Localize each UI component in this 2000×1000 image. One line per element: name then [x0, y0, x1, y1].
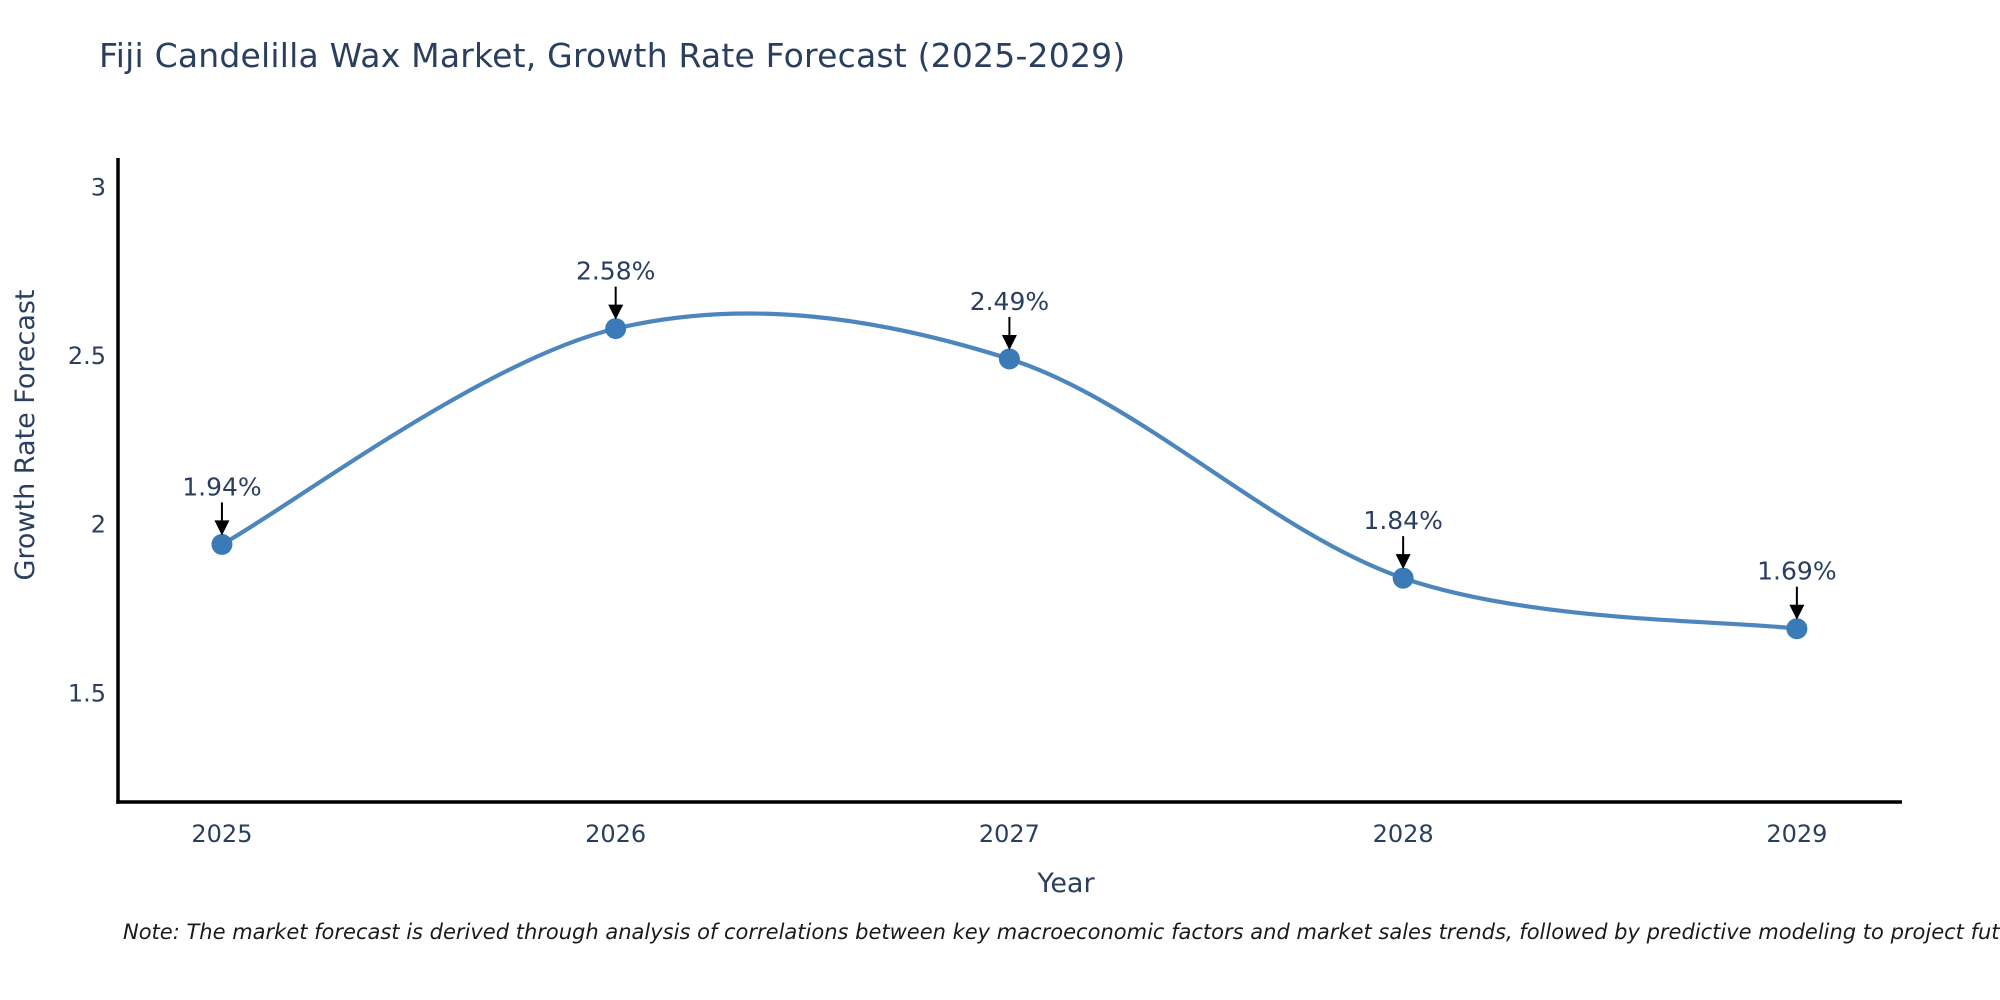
- point-annotation-label: 1.84%: [1363, 506, 1442, 535]
- x-tick-label: 2025: [191, 820, 252, 848]
- y-tick-label: 3: [91, 173, 106, 201]
- annotation-arrow-head: [1789, 604, 1805, 620]
- data-point-marker: [1786, 618, 1808, 640]
- x-tick-label: 2029: [1766, 820, 1827, 848]
- point-annotation-label: 1.69%: [1757, 557, 1836, 586]
- point-annotation-label: 1.94%: [182, 472, 261, 501]
- y-axis-title: Growth Rate Forecast: [10, 289, 41, 580]
- annotation-arrow-head: [214, 520, 230, 536]
- x-tick-label: 2028: [1373, 820, 1434, 848]
- annotation-arrow-head: [1395, 554, 1411, 570]
- annotation-arrow-head: [1001, 334, 1017, 350]
- data-point-marker: [211, 533, 233, 555]
- point-annotation-label: 2.49%: [970, 287, 1049, 316]
- data-point-marker: [998, 348, 1020, 370]
- chart-title: Fiji Candelilla Wax Market, Growth Rate …: [99, 36, 1126, 75]
- data-point-marker: [1392, 567, 1414, 589]
- point-annotation-label: 2.58%: [576, 257, 655, 286]
- x-axis-title: Year: [1036, 868, 1095, 899]
- x-tick-label: 2026: [585, 820, 646, 848]
- data-point-marker: [605, 318, 627, 340]
- annotation-arrow-head: [608, 304, 624, 320]
- chart-footnote: Note: The market forecast is derived thr…: [123, 920, 2000, 944]
- x-tick-label: 2027: [979, 820, 1040, 848]
- y-tick-label: 2.5: [68, 342, 106, 370]
- y-tick-label: 2: [91, 511, 106, 539]
- y-tick-label: 1.5: [68, 679, 106, 707]
